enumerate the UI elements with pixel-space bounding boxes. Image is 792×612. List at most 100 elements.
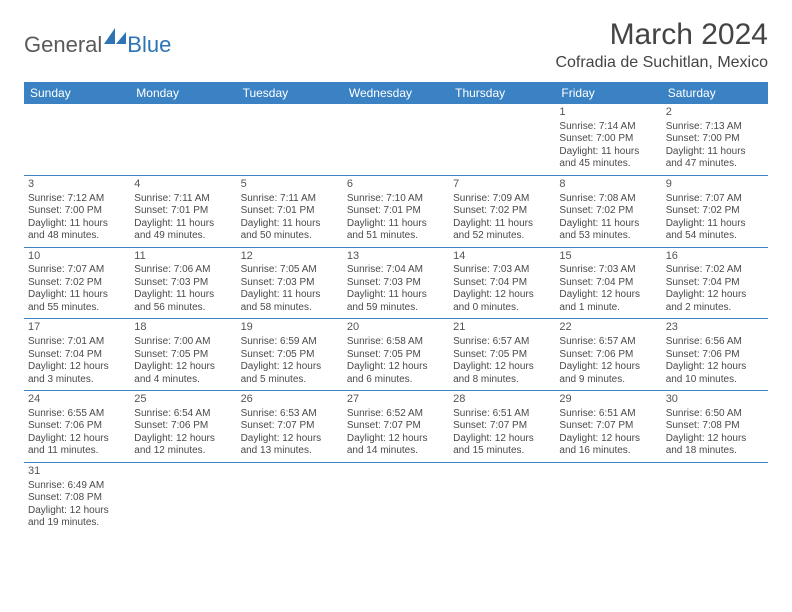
day-number: 13: [347, 250, 445, 264]
daylight-text: Daylight: 12 hours and 1 minute.: [559, 289, 657, 314]
sunrise-text: Sunrise: 7:10 AM: [347, 193, 445, 206]
day-cell: 15Sunrise: 7:03 AMSunset: 7:04 PMDayligh…: [555, 248, 661, 319]
sunset-text: Sunset: 7:03 PM: [134, 277, 232, 290]
title-block: March 2024 Cofradia de Suchitlan, Mexico: [555, 18, 768, 72]
daylight-text: Daylight: 11 hours and 47 minutes.: [666, 146, 764, 171]
day-number: 24: [28, 393, 126, 407]
sunrise-text: Sunrise: 7:08 AM: [559, 193, 657, 206]
daylight-text: Daylight: 11 hours and 59 minutes.: [347, 289, 445, 314]
day-number: 20: [347, 321, 445, 335]
sunset-text: Sunset: 7:00 PM: [28, 205, 126, 218]
day-number: 10: [28, 250, 126, 264]
day-cell: 14Sunrise: 7:03 AMSunset: 7:04 PMDayligh…: [449, 248, 555, 319]
empty-cell: [237, 104, 343, 175]
day-cell: 3Sunrise: 7:12 AMSunset: 7:00 PMDaylight…: [24, 176, 130, 247]
daylight-text: Daylight: 12 hours and 6 minutes.: [347, 361, 445, 386]
daylight-text: Daylight: 12 hours and 0 minutes.: [453, 289, 551, 314]
sunset-text: Sunset: 7:03 PM: [347, 277, 445, 290]
day-header: Thursday: [449, 82, 555, 104]
day-number: 26: [241, 393, 339, 407]
sail-icon: [104, 24, 126, 50]
daylight-text: Daylight: 11 hours and 51 minutes.: [347, 218, 445, 243]
sunset-text: Sunset: 7:04 PM: [28, 349, 126, 362]
sunset-text: Sunset: 7:08 PM: [28, 492, 126, 505]
sunset-text: Sunset: 7:02 PM: [666, 205, 764, 218]
sunset-text: Sunset: 7:07 PM: [241, 420, 339, 433]
daylight-text: Daylight: 11 hours and 56 minutes.: [134, 289, 232, 314]
sunrise-text: Sunrise: 6:52 AM: [347, 408, 445, 421]
daylight-text: Daylight: 12 hours and 2 minutes.: [666, 289, 764, 314]
day-cell: 20Sunrise: 6:58 AMSunset: 7:05 PMDayligh…: [343, 319, 449, 390]
sunrise-text: Sunrise: 7:03 AM: [559, 264, 657, 277]
sunset-text: Sunset: 7:05 PM: [347, 349, 445, 362]
day-number: 11: [134, 250, 232, 264]
daylight-text: Daylight: 12 hours and 5 minutes.: [241, 361, 339, 386]
day-number: 16: [666, 250, 764, 264]
week-row: 24Sunrise: 6:55 AMSunset: 7:06 PMDayligh…: [24, 391, 768, 463]
sunset-text: Sunset: 7:04 PM: [666, 277, 764, 290]
day-number: 4: [134, 178, 232, 192]
daylight-text: Daylight: 12 hours and 19 minutes.: [28, 505, 126, 530]
sunset-text: Sunset: 7:07 PM: [347, 420, 445, 433]
empty-cell: [449, 463, 555, 534]
header: General Blue March 2024 Cofradia de Such…: [24, 18, 768, 72]
daylight-text: Daylight: 11 hours and 55 minutes.: [28, 289, 126, 314]
week-row: 17Sunrise: 7:01 AMSunset: 7:04 PMDayligh…: [24, 319, 768, 391]
sunrise-text: Sunrise: 6:56 AM: [666, 336, 764, 349]
daylight-text: Daylight: 11 hours and 45 minutes.: [559, 146, 657, 171]
sunrise-text: Sunrise: 7:02 AM: [666, 264, 764, 277]
day-number: 3: [28, 178, 126, 192]
sunrise-text: Sunrise: 6:57 AM: [453, 336, 551, 349]
daylight-text: Daylight: 12 hours and 4 minutes.: [134, 361, 232, 386]
daylight-text: Daylight: 12 hours and 18 minutes.: [666, 433, 764, 458]
sunset-text: Sunset: 7:06 PM: [134, 420, 232, 433]
day-number: 9: [666, 178, 764, 192]
sunset-text: Sunset: 7:02 PM: [559, 205, 657, 218]
day-headers: Sunday Monday Tuesday Wednesday Thursday…: [24, 82, 768, 104]
sunset-text: Sunset: 7:06 PM: [666, 349, 764, 362]
day-number: 28: [453, 393, 551, 407]
sunrise-text: Sunrise: 6:49 AM: [28, 480, 126, 493]
day-number: 29: [559, 393, 657, 407]
day-cell: 4Sunrise: 7:11 AMSunset: 7:01 PMDaylight…: [130, 176, 236, 247]
daylight-text: Daylight: 12 hours and 15 minutes.: [453, 433, 551, 458]
day-header: Saturday: [662, 82, 768, 104]
day-cell: 24Sunrise: 6:55 AMSunset: 7:06 PMDayligh…: [24, 391, 130, 462]
sunrise-text: Sunrise: 6:58 AM: [347, 336, 445, 349]
calendar-body: 1Sunrise: 7:14 AMSunset: 7:00 PMDaylight…: [24, 104, 768, 534]
sunrise-text: Sunrise: 7:03 AM: [453, 264, 551, 277]
day-cell: 31Sunrise: 6:49 AMSunset: 7:08 PMDayligh…: [24, 463, 130, 534]
week-row: 31Sunrise: 6:49 AMSunset: 7:08 PMDayligh…: [24, 463, 768, 534]
day-cell: 13Sunrise: 7:04 AMSunset: 7:03 PMDayligh…: [343, 248, 449, 319]
day-number: 18: [134, 321, 232, 335]
day-cell: 26Sunrise: 6:53 AMSunset: 7:07 PMDayligh…: [237, 391, 343, 462]
sunset-text: Sunset: 7:00 PM: [559, 133, 657, 146]
sunrise-text: Sunrise: 7:07 AM: [666, 193, 764, 206]
sunrise-text: Sunrise: 6:57 AM: [559, 336, 657, 349]
day-number: 23: [666, 321, 764, 335]
sunrise-text: Sunrise: 7:11 AM: [241, 193, 339, 206]
daylight-text: Daylight: 12 hours and 9 minutes.: [559, 361, 657, 386]
day-cell: 21Sunrise: 6:57 AMSunset: 7:05 PMDayligh…: [449, 319, 555, 390]
day-cell: 12Sunrise: 7:05 AMSunset: 7:03 PMDayligh…: [237, 248, 343, 319]
sunrise-text: Sunrise: 7:04 AM: [347, 264, 445, 277]
day-cell: 2Sunrise: 7:13 AMSunset: 7:00 PMDaylight…: [662, 104, 768, 175]
daylight-text: Daylight: 11 hours and 50 minutes.: [241, 218, 339, 243]
calendar: Sunday Monday Tuesday Wednesday Thursday…: [24, 82, 768, 534]
day-number: 7: [453, 178, 551, 192]
day-cell: 17Sunrise: 7:01 AMSunset: 7:04 PMDayligh…: [24, 319, 130, 390]
sunrise-text: Sunrise: 7:11 AM: [134, 193, 232, 206]
sunset-text: Sunset: 7:08 PM: [666, 420, 764, 433]
sunrise-text: Sunrise: 7:05 AM: [241, 264, 339, 277]
day-header: Wednesday: [343, 82, 449, 104]
sunset-text: Sunset: 7:07 PM: [453, 420, 551, 433]
sunset-text: Sunset: 7:01 PM: [241, 205, 339, 218]
daylight-text: Daylight: 12 hours and 12 minutes.: [134, 433, 232, 458]
daylight-text: Daylight: 11 hours and 52 minutes.: [453, 218, 551, 243]
day-number: 15: [559, 250, 657, 264]
day-cell: 30Sunrise: 6:50 AMSunset: 7:08 PMDayligh…: [662, 391, 768, 462]
day-cell: 22Sunrise: 6:57 AMSunset: 7:06 PMDayligh…: [555, 319, 661, 390]
day-number: 5: [241, 178, 339, 192]
day-number: 25: [134, 393, 232, 407]
sunrise-text: Sunrise: 6:51 AM: [453, 408, 551, 421]
